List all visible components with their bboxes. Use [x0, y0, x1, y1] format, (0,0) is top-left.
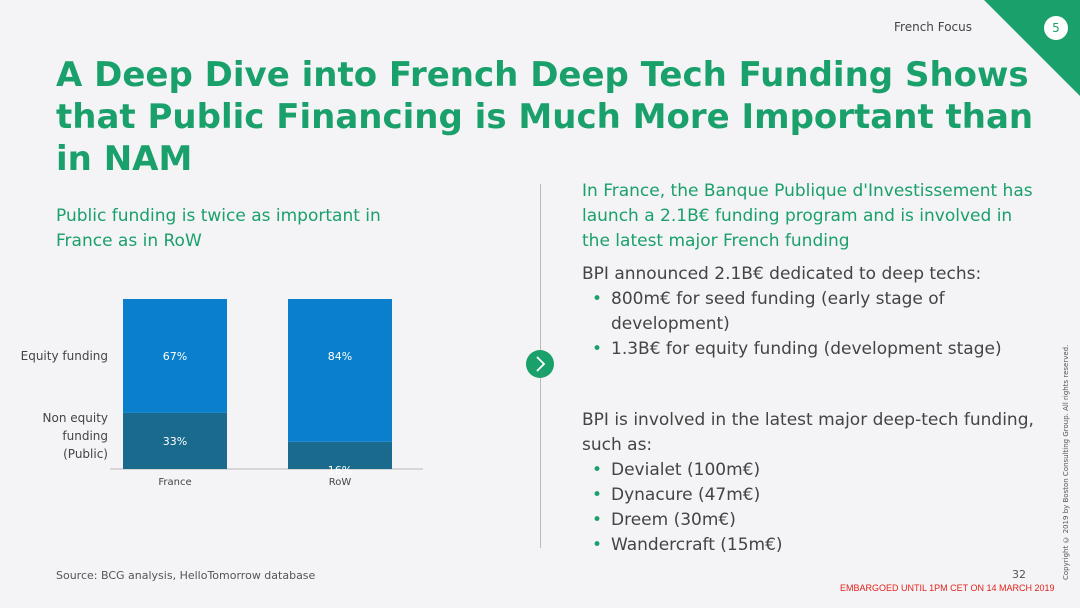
- bpi-deals-block: BPI is involved in the latest major deep…: [582, 408, 1052, 558]
- chevron-right-icon: [536, 356, 546, 372]
- right-heading: In France, the Banque Publique d'Investi…: [582, 181, 1033, 251]
- data-label: 33%: [163, 435, 187, 448]
- list-item: Wandercraft (15m€): [582, 533, 1052, 558]
- bar-segment: [288, 441, 392, 469]
- bpi-deals-intro: BPI is involved in the latest major deep…: [582, 410, 1034, 455]
- corner-accent: [984, 0, 1080, 96]
- bpi-program-intro: BPI announced 2.1B€ dedicated to deep te…: [582, 264, 982, 284]
- page-number: 32: [1012, 568, 1026, 581]
- source-note: Source: BCG analysis, HelloTomorrow data…: [56, 569, 316, 582]
- next-button[interactable]: [526, 350, 554, 378]
- slide-number-badge: 5: [1044, 16, 1068, 40]
- list-item: 800m€ for seed funding (early stage of d…: [582, 287, 1052, 337]
- bar-segment: [288, 299, 392, 442]
- bar-segment: [123, 412, 227, 469]
- data-label: 84%: [328, 350, 352, 363]
- legend-label: (Public): [63, 447, 108, 461]
- legend-label: Non equity: [43, 411, 108, 425]
- slide-title: A Deep Dive into French Deep Tech Fundin…: [56, 55, 1034, 179]
- bpi-deals-list: Devialet (100m€) Dynacure (47m€) Dreem (…: [582, 458, 1052, 558]
- list-item: Devialet (100m€): [582, 458, 1052, 483]
- data-label: 16%: [328, 464, 352, 477]
- legend-label: Equity funding: [21, 349, 108, 363]
- list-item: Dreem (30m€): [582, 508, 1052, 533]
- list-item: 1.3B€ for equity funding (development st…: [582, 337, 1052, 362]
- category-label: RoW: [329, 477, 352, 488]
- section-tag: French Focus: [894, 20, 972, 34]
- left-heading: Public funding is twice as important in …: [56, 206, 381, 251]
- bpi-program-block: BPI announced 2.1B€ dedicated to deep te…: [582, 262, 1052, 362]
- copyright-notice: Copyright © 2019 by Boston Consulting Gr…: [1062, 344, 1070, 580]
- data-label: 67%: [163, 350, 187, 363]
- bar-segment: [123, 299, 227, 413]
- legend-label: funding: [62, 429, 108, 443]
- embargo-notice: EMBARGOED UNTIL 1PM CET ON 14 MARCH 2019: [840, 583, 1055, 593]
- bpi-program-list: 800m€ for seed funding (early stage of d…: [582, 287, 1052, 362]
- category-label: France: [158, 477, 191, 488]
- list-item: Dynacure (47m€): [582, 483, 1052, 508]
- funding-chart: 33% 67% France 16% 84% RoW Equity funding Non e…: [21, 299, 423, 488]
